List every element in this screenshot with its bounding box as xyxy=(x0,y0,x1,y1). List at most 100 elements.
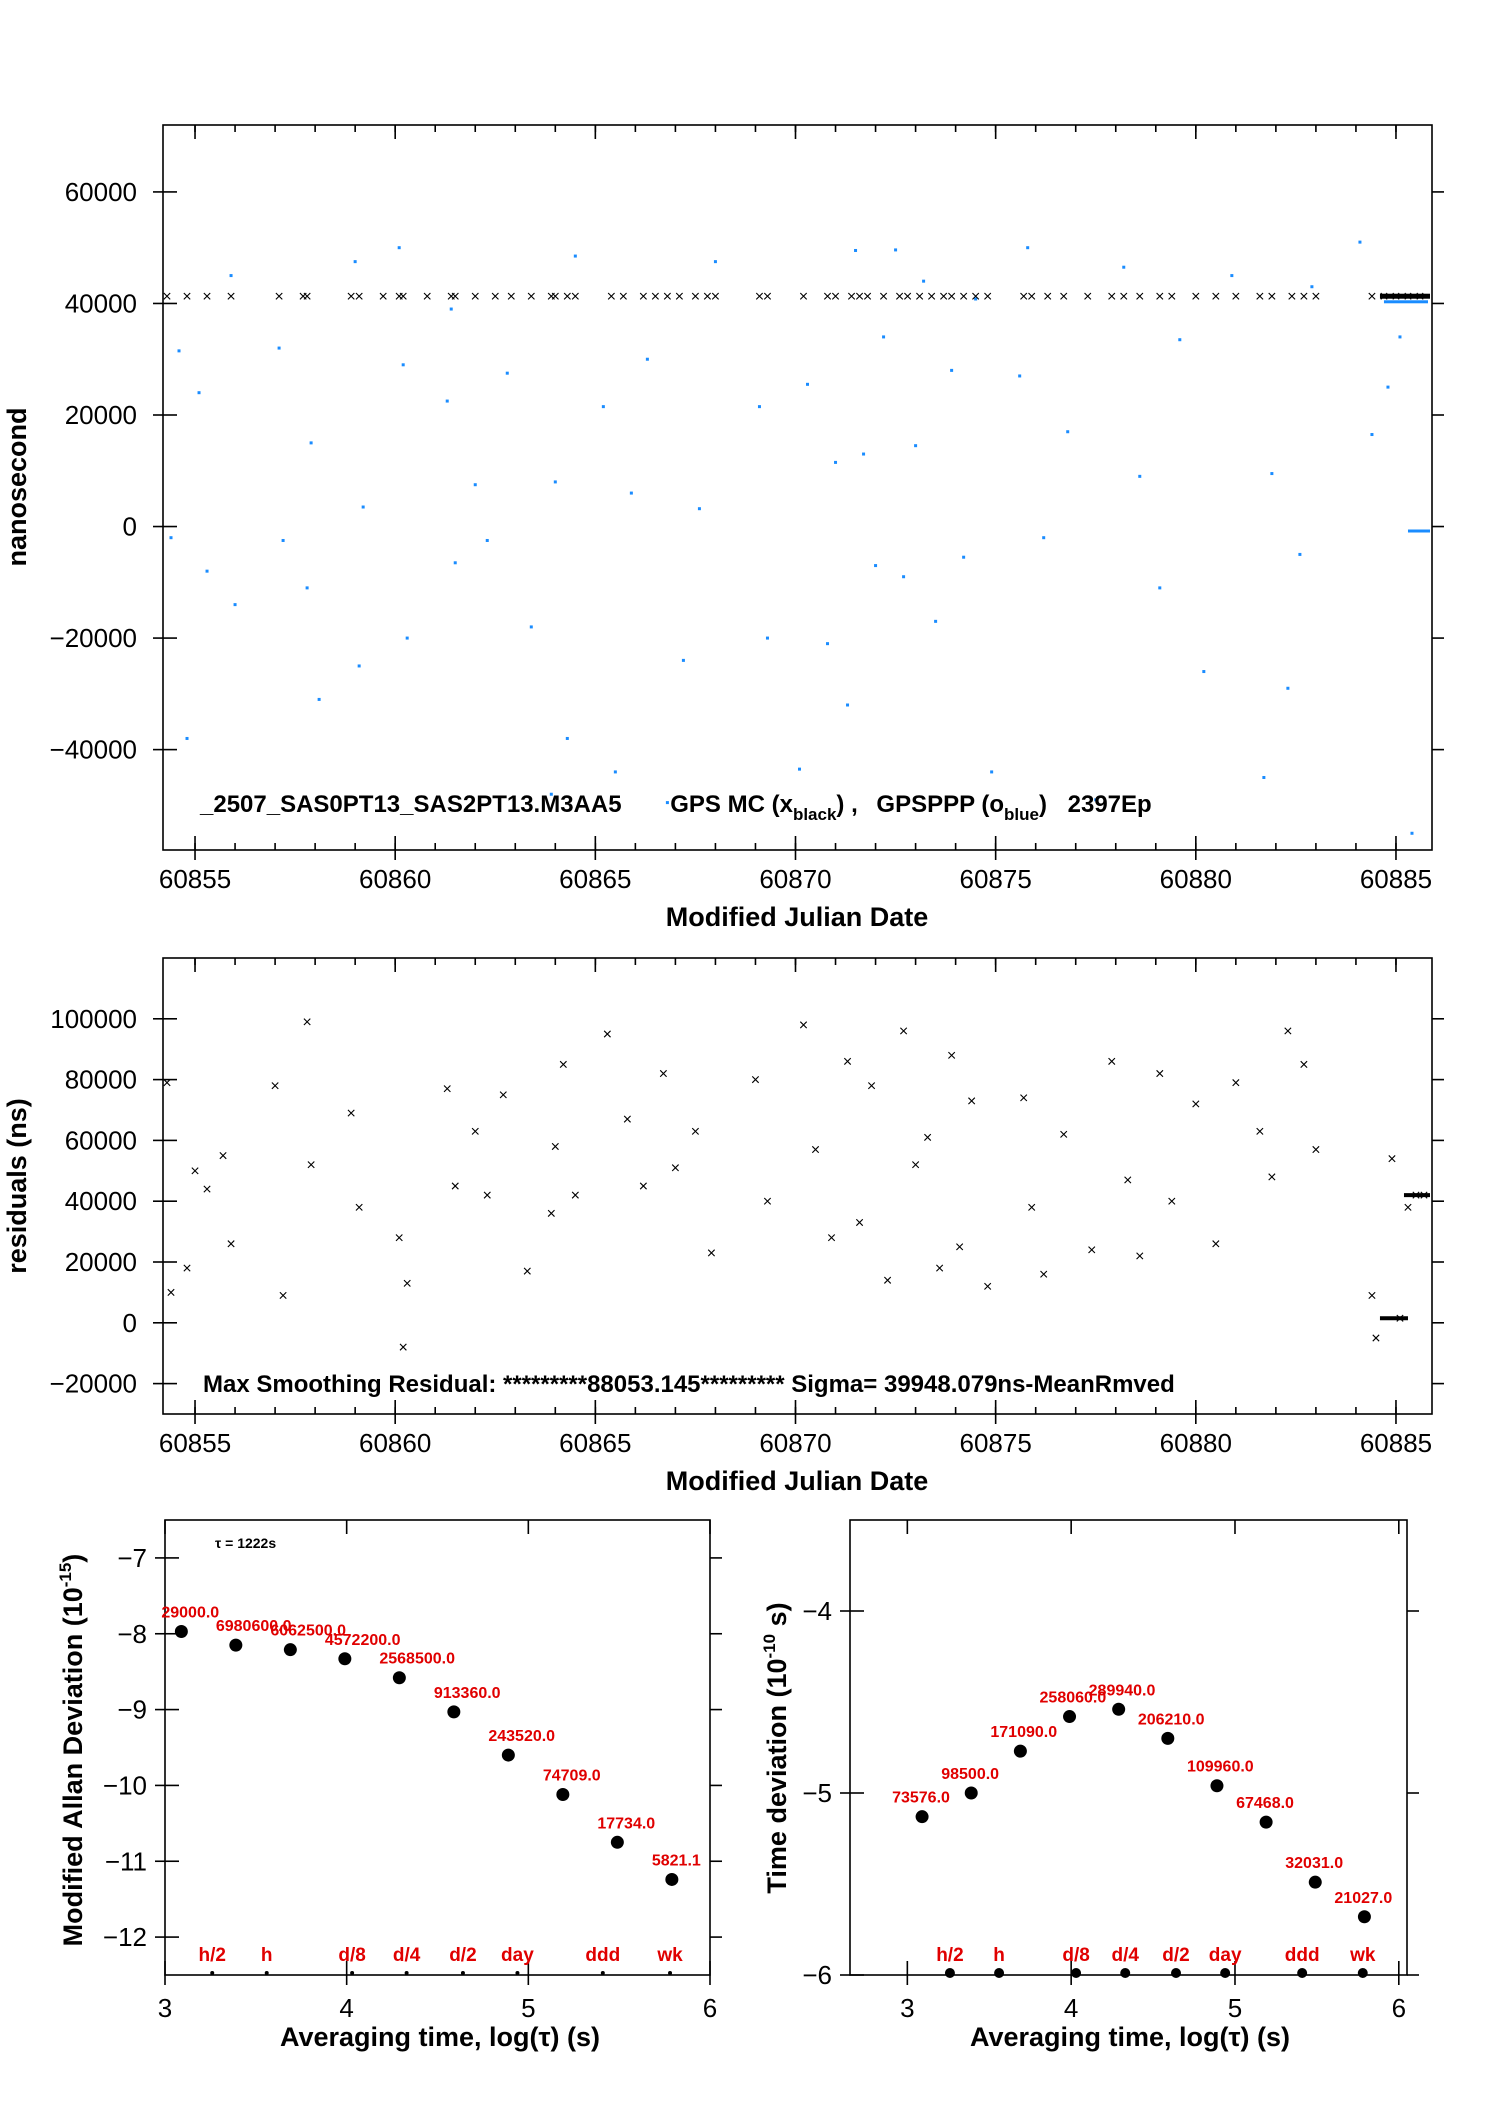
x-tick-label: 60855 xyxy=(159,864,231,894)
data-point-x xyxy=(895,292,904,300)
data-point-x xyxy=(547,1209,555,1217)
y-tick-label: −20000 xyxy=(50,1369,137,1399)
data-point-blue xyxy=(197,391,201,395)
interval-label: ddd xyxy=(585,1945,620,1966)
y-tick-label: −6 xyxy=(802,1960,832,1990)
data-point-blue xyxy=(697,507,701,511)
data-point-x xyxy=(1168,1197,1176,1205)
data-point xyxy=(1063,1710,1077,1724)
data-point-blue xyxy=(882,335,886,339)
data-point-x xyxy=(912,1161,920,1169)
data-point-x xyxy=(1404,1203,1412,1211)
data-point xyxy=(1357,1910,1371,1924)
data-point-x xyxy=(1168,292,1176,300)
point-label: 243520.0 xyxy=(488,1728,555,1745)
data-point-x xyxy=(936,1264,944,1272)
data-point-x xyxy=(1088,1246,1096,1254)
data-point-blue xyxy=(1066,430,1070,434)
interval-marker xyxy=(515,1971,520,1975)
data-point-x xyxy=(275,292,283,300)
data-point-x xyxy=(279,1291,287,1300)
interval-marker xyxy=(1120,1968,1131,1978)
x-tick-label: 6 xyxy=(703,1993,717,2023)
point-label: 2568500.0 xyxy=(379,1651,455,1668)
data-point-blue xyxy=(229,274,233,278)
data-point-blue xyxy=(681,658,685,662)
x-axis-label: Averaging time, log(τ) (s) xyxy=(280,2022,600,2052)
interval-label: wk xyxy=(656,1945,683,1966)
data-point-x xyxy=(1284,1027,1292,1035)
axis-ticks: 60855 60860 60865 60870 60875 60880 60885 10000… xyxy=(50,958,1444,1458)
data-point-x xyxy=(523,1267,531,1275)
data-point xyxy=(915,1810,929,1824)
interval-label: h xyxy=(261,1945,273,1966)
y-tick-label: 40000 xyxy=(65,288,137,318)
data-point-x xyxy=(1028,1203,1036,1211)
data-point-x xyxy=(1312,292,1320,300)
tau-note: τ = 1222s xyxy=(215,1535,276,1551)
data-point-x xyxy=(303,292,311,300)
data-point xyxy=(338,1652,352,1666)
data-point-x xyxy=(1192,292,1200,300)
data-point-x xyxy=(799,292,808,300)
y-axis-label-end: ) xyxy=(58,1554,88,1563)
data-point-x xyxy=(1108,1057,1116,1065)
data-point-blue xyxy=(629,491,633,495)
data-point-x xyxy=(603,1030,611,1038)
data-point-x xyxy=(183,1264,191,1272)
residual-series xyxy=(163,1018,1430,1351)
data-point-blue xyxy=(1230,274,1234,278)
data-point-x xyxy=(355,292,363,300)
data-point xyxy=(1210,1779,1224,1793)
data-point-blue xyxy=(1370,433,1374,437)
x-tick-label: 60885 xyxy=(1360,1428,1432,1458)
data-point-blue xyxy=(1398,335,1402,339)
data-point-blue xyxy=(1298,552,1302,556)
data-point-blue xyxy=(397,246,401,250)
data-point-blue xyxy=(1138,474,1142,478)
data-point-x xyxy=(763,292,772,300)
data-point-blue xyxy=(806,382,810,386)
plot-frame xyxy=(162,124,1433,851)
data-point-x xyxy=(1040,1270,1048,1278)
plot-frame xyxy=(849,1519,1408,1976)
data-point-x xyxy=(867,1082,876,1090)
y-tick-label: 20000 xyxy=(65,400,137,430)
y-tick-label: 80000 xyxy=(65,1065,137,1095)
point-label: 206210.0 xyxy=(1138,1711,1205,1728)
x-tick-label: 3 xyxy=(158,1993,172,2023)
y-axis-label: residuals (ns) xyxy=(2,1098,32,1274)
y-axis-label-text: Modified Allan Deviation (10 xyxy=(58,1587,88,1946)
data-point-x xyxy=(379,292,387,300)
data-point-x xyxy=(399,292,407,300)
data-point xyxy=(501,1748,515,1762)
y-tick-label: −11 xyxy=(105,1846,147,1876)
data-point-blue xyxy=(361,505,365,509)
interval-marker xyxy=(994,1968,1005,1978)
data-point-blue xyxy=(405,636,409,640)
data-point-x xyxy=(1388,1155,1396,1163)
data-point-blue xyxy=(765,636,769,640)
data-point-blue xyxy=(613,770,617,774)
data-point-x xyxy=(1108,292,1116,300)
data-point-x xyxy=(1212,1240,1220,1248)
data-point-blue xyxy=(505,371,509,375)
data-point-blue xyxy=(1386,385,1390,389)
data-point-blue xyxy=(934,619,938,623)
x-tick-label: 60875 xyxy=(959,864,1031,894)
data-point-x xyxy=(451,292,459,300)
y-axis-label-exp: -10 xyxy=(760,1634,779,1659)
point-label: 289940.0 xyxy=(1089,1682,1156,1699)
data-point xyxy=(610,1835,624,1849)
interval-label: d/4 xyxy=(393,1945,421,1966)
data-point-x xyxy=(163,1079,171,1087)
data-point-x xyxy=(711,292,720,300)
data-point-blue xyxy=(305,586,309,590)
interval-label: wk xyxy=(1349,1945,1376,1966)
data-point-blue xyxy=(1358,240,1362,244)
y-tick-label: −9 xyxy=(117,1695,147,1725)
panel-residuals: 60855 60860 60865 60870 60875 60880 60885 10000… xyxy=(2,957,1444,1496)
data-point-x xyxy=(551,292,559,300)
data-point-x xyxy=(903,292,912,300)
